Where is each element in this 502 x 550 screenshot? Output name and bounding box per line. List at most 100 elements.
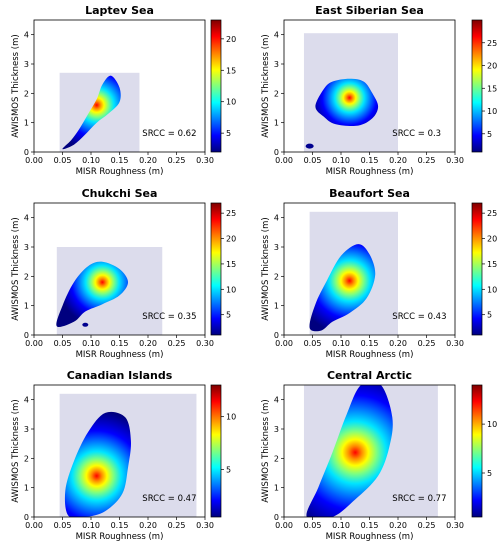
x-tick-label: 0.15: [111, 339, 129, 348]
y-tick-label: 2: [24, 454, 29, 463]
x-tick-label: 0.30: [196, 156, 214, 165]
panel-beaufort-sea: 0.00 0.05 0.10 0.15 0.20 0.25 0.30 0 1 2 3 4 Beaufor…: [261, 187, 497, 360]
x-tick-label: 0.25: [418, 339, 436, 348]
y-tick-label: 1: [274, 484, 279, 493]
colorbar-tick-label: 25: [487, 39, 497, 48]
x-tick-label: 0.20: [139, 339, 157, 348]
density-blob: [64, 411, 131, 517]
colorbar: [210, 202, 222, 336]
y-axis-label: AWISMOS Thickness (m): [11, 399, 21, 502]
srcc-annotation: SRCC = 0.35: [142, 312, 196, 322]
density-blob: [306, 385, 393, 517]
y-tick-label: 0: [274, 331, 279, 340]
panel-chukchi-sea: 0.00 0.05 0.10 0.15 0.20 0.25 0.30 0 1 2 3 4 Chukchi…: [11, 187, 236, 360]
panel-central-arctic: 0.00 0.05 0.10 0.15 0.20 0.25 0.30 0 1 2 3 4 Central…: [261, 369, 497, 542]
colorbar-tick-label: 20: [487, 235, 497, 244]
colorbar: [471, 202, 483, 336]
colorbar-tick-label: 10: [226, 413, 236, 422]
srcc-annotation: SRCC = 0.47: [142, 494, 196, 504]
y-axis-label: AWISMOS Thickness (m): [11, 34, 21, 137]
density-blob: [309, 244, 376, 332]
chart-title: East Siberian Sea: [315, 4, 424, 17]
y-axis-label: AWISMOS Thickness (m): [261, 399, 271, 502]
x-tick-label: 0.10: [82, 339, 100, 348]
x-axis-label: MISR Roughness (m): [76, 350, 164, 360]
colorbar-tick-label: 10: [487, 420, 497, 429]
plot-area: [59, 393, 197, 517]
y-axis-label: AWISMOS Thickness (m): [261, 217, 271, 320]
x-tick-label: 0.25: [168, 156, 186, 165]
y-tick-label: 4: [24, 214, 29, 223]
colorbar-tick-label: 10: [487, 285, 497, 294]
colorbar: [210, 19, 222, 153]
x-tick-label: 0.20: [139, 156, 157, 165]
x-tick-label: 0.00: [25, 521, 43, 530]
colorbar-tick-label: 15: [226, 66, 236, 75]
plot-area: [303, 385, 438, 517]
colorbar-tick-label: 5: [487, 311, 492, 320]
y-tick-label: 4: [274, 214, 279, 223]
colorbar: [471, 19, 483, 153]
colorbar-tick-label: 15: [226, 260, 236, 269]
x-tick-label: 0.05: [304, 521, 322, 530]
y-tick-label: 3: [24, 243, 29, 252]
x-tick-label: 0.20: [389, 156, 407, 165]
x-tick-label: 0.15: [361, 521, 379, 530]
density-blob: [315, 78, 379, 127]
y-tick-label: 4: [24, 396, 29, 405]
x-tick-label: 0.00: [275, 156, 293, 165]
x-axis-label: MISR Roughness (m): [326, 167, 414, 177]
y-tick-label: 0: [274, 148, 279, 157]
y-tick-label: 2: [24, 272, 29, 281]
colorbar: [210, 384, 222, 518]
x-tick-label: 0.15: [361, 339, 379, 348]
colorbar-tick-label: 20: [226, 235, 236, 244]
x-tick-label: 0.05: [304, 156, 322, 165]
y-tick-label: 0: [24, 513, 29, 522]
colorbar-tick-label: 10: [487, 107, 497, 116]
x-tick-label: 0.05: [54, 339, 72, 348]
y-tick-label: 3: [274, 425, 279, 434]
density-outlier: [82, 322, 89, 327]
chart-title: Beaufort Sea: [329, 187, 410, 200]
x-axis-label: MISR Roughness (m): [326, 532, 414, 542]
x-tick-label: 0.25: [418, 521, 436, 530]
y-axis-label: AWISMOS Thickness (m): [11, 217, 21, 320]
colorbar-tick-label: 5: [226, 311, 231, 320]
colorbar-tick-label: 15: [487, 260, 497, 269]
x-tick-label: 0.20: [139, 521, 157, 530]
srcc-annotation: SRCC = 0.43: [392, 312, 446, 322]
chart-title: Central Arctic: [327, 369, 412, 382]
x-axis-label: MISR Roughness (m): [76, 167, 164, 177]
panel-canadian-islands: 0.00 0.05 0.10 0.15 0.20 0.25 0.30 0 1 2 3 4 Canadia…: [11, 369, 236, 542]
y-tick-label: 0: [24, 331, 29, 340]
x-tick-label: 0.25: [418, 156, 436, 165]
colorbar-tick-label: 10: [226, 98, 236, 107]
y-tick-label: 3: [274, 243, 279, 252]
y-tick-label: 1: [274, 119, 279, 128]
srcc-annotation: SRCC = 0.3: [392, 129, 441, 139]
colorbar-tick-label: 20: [226, 35, 236, 44]
colorbar-tick-label: 10: [226, 285, 236, 294]
x-axis-label: MISR Roughness (m): [76, 532, 164, 542]
y-tick-label: 2: [274, 272, 279, 281]
x-tick-label: 0.05: [54, 156, 72, 165]
x-tick-label: 0.15: [361, 156, 379, 165]
colorbar-tick-label: 25: [226, 209, 236, 218]
x-tick-label: 0.10: [332, 339, 350, 348]
y-tick-label: 2: [274, 89, 279, 98]
x-axis-label: MISR Roughness (m): [326, 350, 414, 360]
srcc-annotation: SRCC = 0.62: [142, 129, 196, 139]
density-outlier: [305, 143, 314, 149]
y-tick-label: 1: [24, 484, 29, 493]
colorbar-tick-label: 5: [487, 130, 492, 139]
y-tick-label: 1: [24, 119, 29, 128]
x-tick-label: 0.05: [54, 521, 72, 530]
x-tick-label: 0.05: [304, 339, 322, 348]
x-tick-label: 0.15: [111, 156, 129, 165]
x-tick-label: 0.20: [389, 339, 407, 348]
chart-title: Chukchi Sea: [82, 187, 158, 200]
y-tick-label: 2: [24, 89, 29, 98]
plot-area: [309, 211, 398, 335]
